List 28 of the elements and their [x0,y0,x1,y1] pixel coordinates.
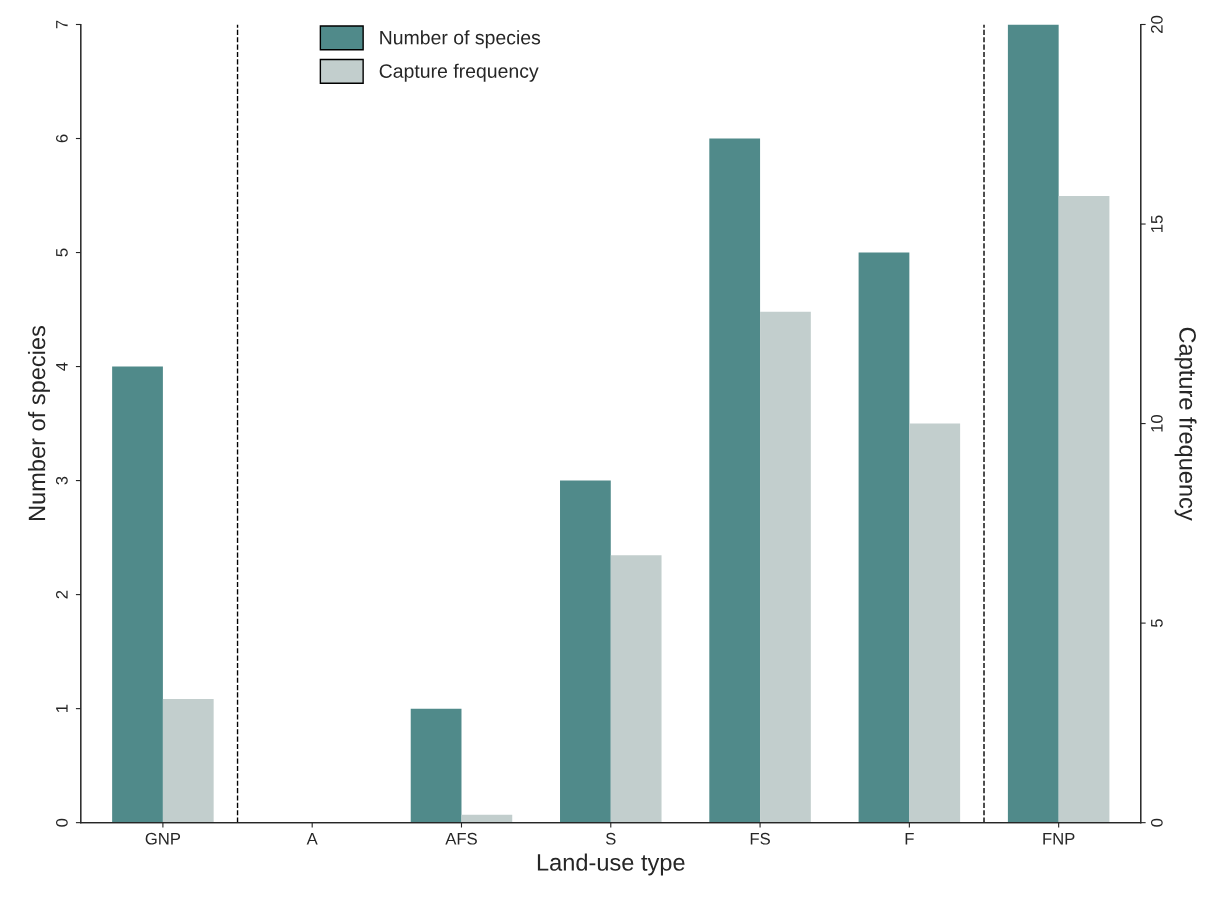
x-tick-label: AFS [445,832,477,845]
legend-label: Capture frequency [379,63,539,82]
x-tick-label: S [605,832,616,845]
x-tick-label: F [905,832,914,845]
bar [112,366,163,823]
y-tick-label: 4 [56,362,68,371]
y-tick-label: 6 [55,134,68,143]
x-tick-label: A [306,832,318,845]
x-tick-label: GNP [145,832,181,845]
legend-label: Number of species [380,30,541,49]
y-tick-label: 2 [55,590,68,599]
y-tick-label: 0 [55,818,68,827]
bar [410,708,462,823]
y2-tick-label: 15 [1151,215,1163,233]
y2-tick-label: 10 [1150,414,1163,432]
x-tick-label: FS [750,832,770,845]
y2-tick-label: 20 [1150,15,1163,33]
y2-tick-label: 0 [1150,818,1163,827]
y2-axis-title: Capture frequency [1174,327,1197,521]
y-tick-label: 7 [56,20,68,29]
x-axis-title: Land-use type [537,853,685,876]
y-tick-label: 3 [55,476,68,485]
y-axis-title: Number of species [27,325,50,521]
y-tick-label: 1 [56,704,68,712]
y2-tick-label: 5 [1151,619,1163,628]
y-tick-label: 5 [56,248,68,257]
x-tick-label: FNP [1043,832,1075,845]
bar [162,698,214,823]
